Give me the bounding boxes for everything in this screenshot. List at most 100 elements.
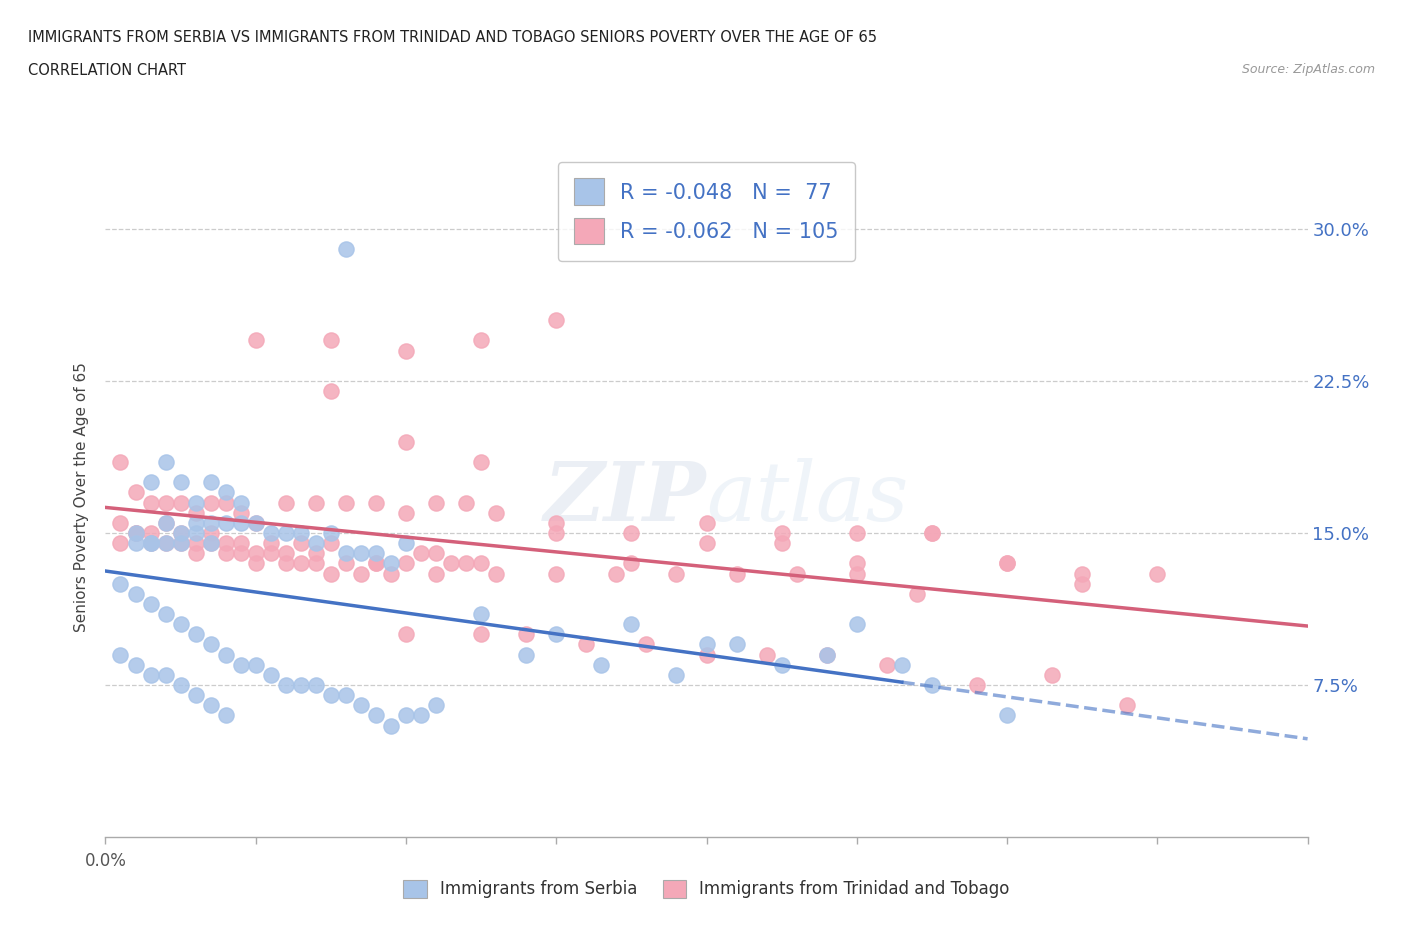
Point — [200, 536, 222, 551]
Point — [845, 566, 868, 581]
Point — [409, 546, 432, 561]
Point — [364, 556, 387, 571]
Point — [155, 495, 177, 510]
Point — [110, 536, 132, 551]
Point — [229, 536, 252, 551]
Point — [274, 678, 297, 693]
Point — [110, 647, 132, 662]
Point — [214, 485, 236, 500]
Point — [305, 556, 328, 571]
Point — [546, 566, 568, 581]
Point — [169, 536, 191, 551]
Point — [546, 515, 568, 530]
Point — [335, 687, 357, 702]
Point — [905, 587, 928, 602]
Text: CORRELATION CHART: CORRELATION CHART — [28, 63, 186, 78]
Point — [305, 536, 328, 551]
Point — [169, 678, 191, 693]
Point — [305, 678, 328, 693]
Point — [995, 708, 1018, 723]
Point — [245, 515, 267, 530]
Point — [214, 495, 236, 510]
Point — [995, 556, 1018, 571]
Point — [214, 708, 236, 723]
Point — [470, 627, 492, 642]
Point — [485, 566, 508, 581]
Point — [200, 515, 222, 530]
Point — [815, 647, 838, 662]
Point — [169, 475, 191, 490]
Point — [245, 556, 267, 571]
Point — [200, 536, 222, 551]
Point — [229, 505, 252, 520]
Point — [364, 556, 387, 571]
Point — [350, 698, 373, 712]
Point — [245, 333, 267, 348]
Point — [169, 495, 191, 510]
Point — [229, 658, 252, 672]
Point — [214, 546, 236, 561]
Point — [169, 525, 191, 540]
Text: IMMIGRANTS FROM SERBIA VS IMMIGRANTS FROM TRINIDAD AND TOBAGO SENIORS POVERTY OV: IMMIGRANTS FROM SERBIA VS IMMIGRANTS FRO… — [28, 30, 877, 45]
Point — [274, 495, 297, 510]
Point — [155, 455, 177, 470]
Point — [440, 556, 463, 571]
Legend: Immigrants from Serbia, Immigrants from Trinidad and Tobago: Immigrants from Serbia, Immigrants from … — [395, 871, 1018, 907]
Point — [139, 495, 162, 510]
Point — [395, 343, 418, 358]
Point — [124, 525, 146, 540]
Point — [335, 556, 357, 571]
Point — [155, 536, 177, 551]
Point — [425, 566, 447, 581]
Point — [110, 515, 132, 530]
Point — [139, 668, 162, 683]
Point — [470, 455, 492, 470]
Point — [155, 536, 177, 551]
Point — [770, 536, 793, 551]
Point — [620, 556, 643, 571]
Point — [454, 495, 477, 510]
Point — [364, 708, 387, 723]
Point — [696, 536, 718, 551]
Point — [770, 658, 793, 672]
Text: atlas: atlas — [707, 458, 908, 538]
Point — [1040, 668, 1063, 683]
Point — [575, 637, 598, 652]
Point — [319, 536, 342, 551]
Point — [229, 515, 252, 530]
Point — [169, 525, 191, 540]
Point — [966, 678, 988, 693]
Point — [139, 536, 162, 551]
Point — [200, 698, 222, 712]
Point — [124, 525, 146, 540]
Point — [546, 627, 568, 642]
Point — [124, 485, 146, 500]
Point — [380, 556, 402, 571]
Point — [515, 627, 537, 642]
Point — [395, 627, 418, 642]
Point — [290, 678, 312, 693]
Point — [335, 495, 357, 510]
Point — [921, 525, 943, 540]
Point — [184, 627, 207, 642]
Text: ZIP: ZIP — [544, 458, 707, 538]
Point — [335, 242, 357, 257]
Point — [139, 475, 162, 490]
Point — [305, 495, 328, 510]
Point — [995, 556, 1018, 571]
Point — [364, 495, 387, 510]
Point — [845, 617, 868, 631]
Point — [350, 566, 373, 581]
Point — [305, 546, 328, 561]
Point — [620, 525, 643, 540]
Point — [319, 384, 342, 399]
Point — [110, 577, 132, 591]
Point — [319, 566, 342, 581]
Point — [425, 698, 447, 712]
Point — [620, 617, 643, 631]
Point — [184, 515, 207, 530]
Point — [214, 536, 236, 551]
Point — [696, 515, 718, 530]
Point — [184, 687, 207, 702]
Point — [229, 495, 252, 510]
